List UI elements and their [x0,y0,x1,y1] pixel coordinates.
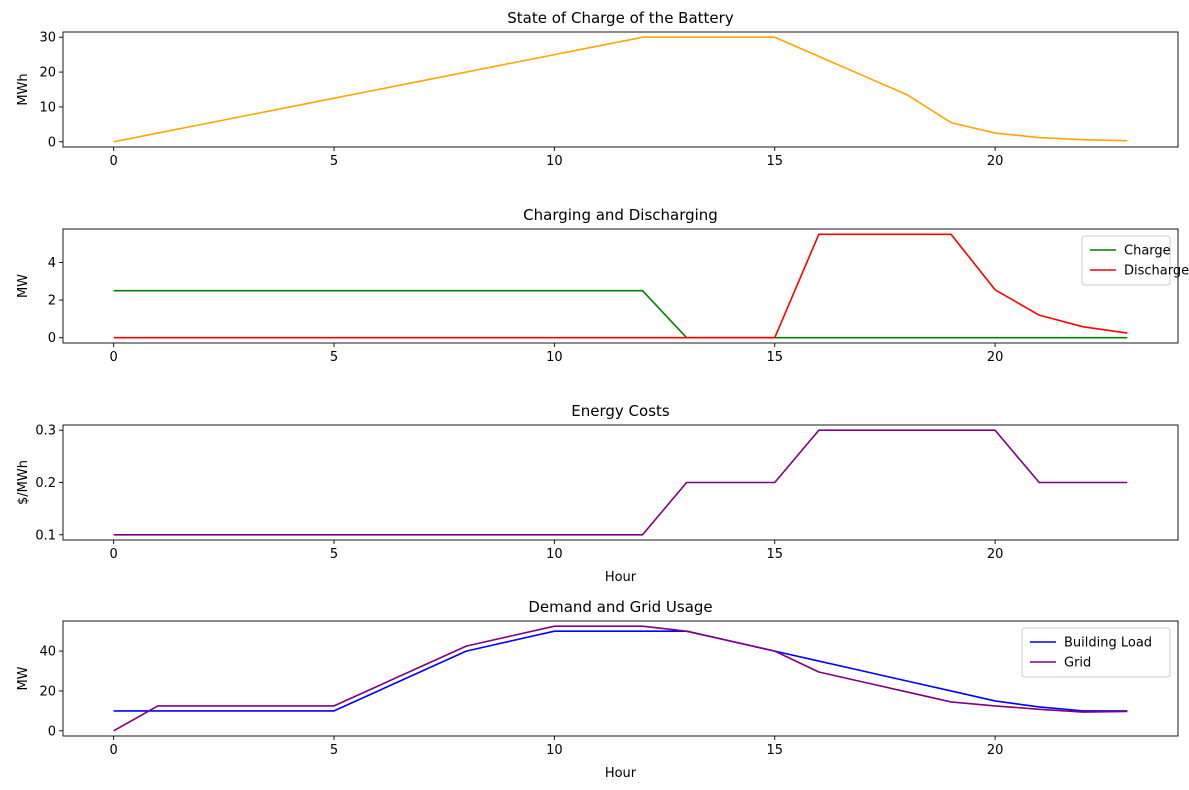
y-tick-label: 2 [48,294,56,309]
subplot-1: State of Charge of the Battery 0 5 10 15 20 0 1… [16,9,1179,169]
x-tick-label: 10 [546,547,563,562]
x-tick-label: 0 [110,350,118,365]
subplot-2: Charging and Discharging 0 5 10 15 20 0 2 4 MW Cha… [16,206,1189,365]
legend: Building Load Grid [1021,627,1171,678]
axes-frame [62,228,1179,344]
legend-label: Building Load [1064,636,1152,651]
subplot-3: Energy Costs 0 5 10 15 20 0.1 0.2 0.3 $/MWh Hour [16,402,1179,585]
y-tick-label: 0 [48,331,56,346]
x-tick-label: 0 [110,547,118,562]
y-tick-label: 0.1 [35,528,56,543]
x-axis-label: Hour [605,570,637,585]
legend: Charge Discharge [1081,235,1189,286]
legend-box [1021,627,1171,678]
x-tick-label: 15 [766,154,783,169]
y-axis-label: MWh [16,73,31,105]
series-line-charge [113,289,1128,339]
subplot-title: State of Charge of the Battery [507,9,734,27]
x-tick-label: 10 [546,743,563,758]
x-tick-label: 10 [546,350,563,365]
y-axis-label: $/MWh [16,460,31,505]
x-tick-label: 15 [766,350,783,365]
y-tick-label: 40 [39,645,56,660]
y-tick-label: 30 [39,31,56,46]
y-tick-label: 10 [39,100,56,115]
axes-frame [62,31,1179,148]
series-line-discharge [113,233,1128,339]
x-tick-label: 5 [330,547,338,562]
legend-label: Discharge [1124,264,1189,279]
y-tick-label: 20 [39,66,56,81]
subplot-title: Charging and Discharging [523,206,718,224]
x-tick-label: 5 [330,154,338,169]
series-line-building-load [113,630,1128,712]
axes-frame [62,620,1179,737]
series-line-grid [113,625,1128,732]
x-axis-label: Hour [605,766,637,781]
series-line-1 [113,36,1128,143]
y-tick-label: 0 [48,724,56,739]
x-tick-label: 5 [330,743,338,758]
series-line-1 [113,429,1128,536]
y-axis-label: MW [16,274,31,298]
x-tick-label: 20 [987,350,1004,365]
x-tick-label: 0 [110,154,118,169]
legend-label: Charge [1124,244,1171,259]
y-tick-label: 0.2 [35,476,56,491]
x-tick-label: 15 [766,547,783,562]
y-tick-label: 20 [39,684,56,699]
subplot-title: Demand and Grid Usage [528,598,712,616]
y-tick-label: 0 [48,135,56,150]
x-tick-label: 20 [987,547,1004,562]
x-tick-label: 15 [766,743,783,758]
legend-box [1081,235,1171,286]
x-tick-label: 0 [110,743,118,758]
x-tick-label: 10 [546,154,563,169]
subplot-4: Demand and Grid Usage 0 5 10 15 20 0 20 40 MW Hour… [16,598,1179,781]
y-tick-label: 4 [48,256,56,271]
axes-frame [62,424,1179,541]
subplot-title: Energy Costs [571,402,670,420]
x-tick-label: 5 [330,350,338,365]
y-tick-label: 0.3 [35,424,56,439]
legend-label: Grid [1064,656,1091,671]
x-tick-label: 20 [987,743,1004,758]
x-tick-label: 20 [987,154,1004,169]
y-axis-label: MW [16,666,31,690]
